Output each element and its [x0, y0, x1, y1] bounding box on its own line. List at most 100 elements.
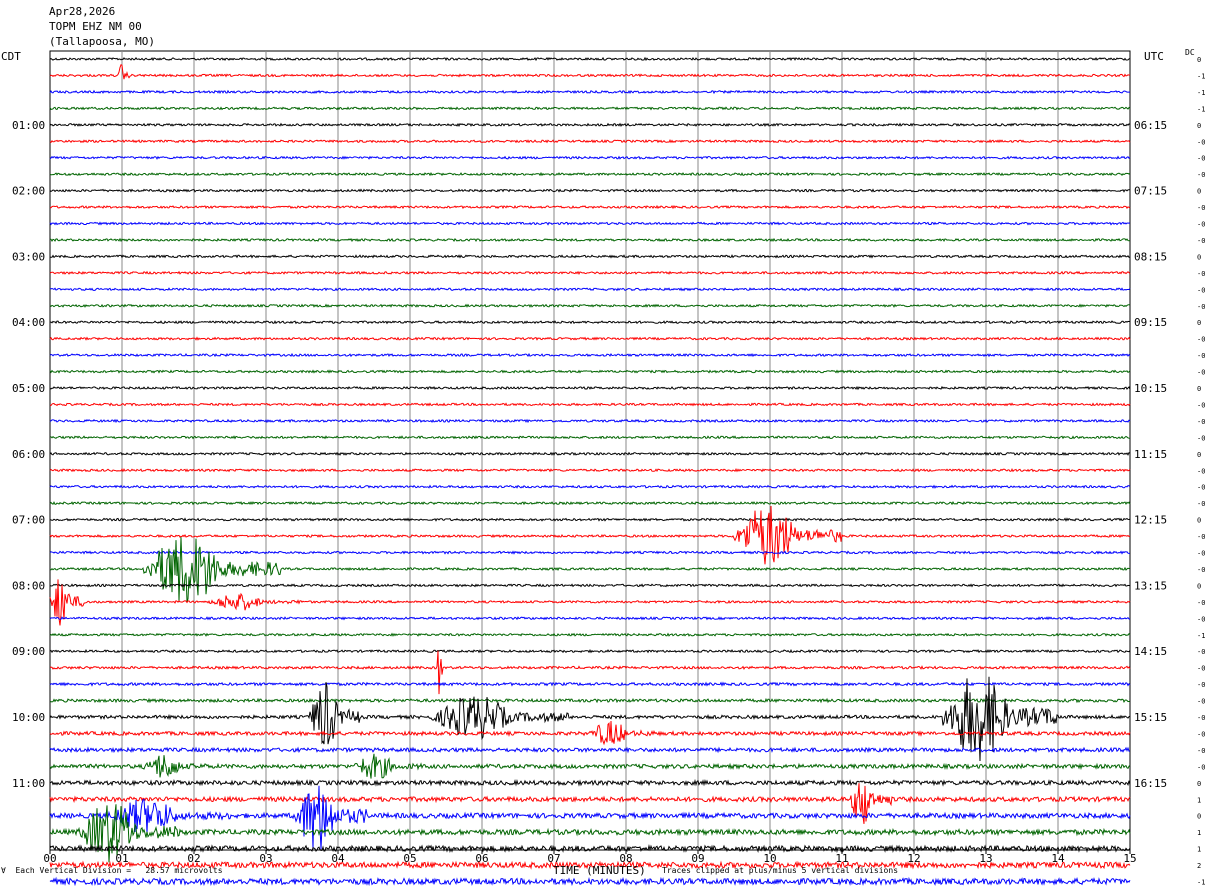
- cdt-time-label: 02:00: [12, 185, 45, 198]
- trace-line: [49, 204, 1131, 210]
- trace-line: [49, 648, 1131, 654]
- dc-offset-value: -0: [1197, 401, 1205, 409]
- dc-offset-value: -0: [1197, 566, 1205, 574]
- trace-line: [49, 237, 1131, 243]
- dc-offset-value: 1: [1197, 829, 1201, 837]
- utc-time-label: 14:15: [1134, 645, 1167, 658]
- trace-line: [49, 221, 1131, 226]
- x-tick-label: 04: [331, 852, 345, 865]
- helicorder-date: Apr28,2026: [49, 5, 116, 18]
- dc-offset-value: -0: [1197, 648, 1205, 656]
- dc-offset-value: -0: [1197, 533, 1205, 541]
- dc-offset-value: 0: [1197, 517, 1201, 525]
- x-tick-label: 03: [259, 852, 272, 865]
- dc-offset-value: -1: [1197, 632, 1205, 640]
- trace-line: [49, 418, 1131, 424]
- trace-line: [49, 616, 1131, 621]
- dc-offset-value: -0: [1197, 730, 1205, 738]
- trace-line: [49, 843, 1131, 854]
- cdt-time-label: 10:00: [12, 711, 45, 724]
- dc-offset-value: -0: [1197, 698, 1205, 706]
- station-code: TOPM EHZ NM 00: [49, 20, 142, 33]
- trace-line: [49, 155, 1131, 160]
- cdt-time-label: 06:00: [12, 448, 45, 461]
- utc-time-label: 15:15: [1134, 711, 1167, 724]
- trace-line: [49, 783, 1131, 824]
- x-tick-label: 01: [115, 852, 128, 865]
- dc-offset-value: -1: [1197, 89, 1205, 97]
- dc-offset-value: -0: [1197, 303, 1205, 311]
- dc-offset-value: -1: [1197, 72, 1205, 80]
- dc-offset-value: -0: [1197, 418, 1205, 426]
- trace-line: [49, 319, 1131, 325]
- x-tick-label: 12: [907, 852, 920, 865]
- trace-line: [49, 468, 1131, 473]
- x-tick-label: 02: [187, 852, 200, 865]
- x-axis-title: TIME (MINUTES): [553, 864, 646, 877]
- trace-line: [49, 876, 1131, 886]
- x-tick-label: 09: [691, 852, 704, 865]
- dc-offset-value: -0: [1197, 204, 1205, 212]
- trace-line: [49, 579, 1131, 626]
- trace-line: [49, 484, 1131, 489]
- trace-line: [49, 681, 1131, 687]
- utc-time-label: 08:15: [1134, 250, 1167, 263]
- dc-offset-value: 0: [1197, 385, 1201, 393]
- trace-line: [49, 753, 1131, 779]
- trace-line: [49, 676, 1131, 762]
- trace-line: [49, 778, 1131, 787]
- dc-offset-value: 0: [1197, 780, 1201, 788]
- trace-line: [49, 785, 1131, 850]
- trace-line: [49, 56, 1131, 62]
- dc-offset-value: -0: [1197, 484, 1205, 492]
- x-tick-label: 05: [403, 852, 416, 865]
- cdt-time-label: 01:00: [12, 119, 45, 132]
- utc-time-label: 11:15: [1134, 448, 1167, 461]
- dc-offset-value: -0: [1197, 336, 1205, 344]
- dc-offset-value: -0: [1197, 171, 1205, 179]
- dc-offset-value: -0: [1197, 714, 1205, 722]
- trace-line: [49, 106, 1131, 111]
- trace-line: [49, 451, 1131, 456]
- cdt-time-label: 03:00: [12, 250, 45, 263]
- dc-offset-value: -0: [1197, 500, 1205, 508]
- dc-offset-value: -0: [1197, 550, 1205, 558]
- dc-offset-value: 0: [1197, 813, 1201, 821]
- dc-offset-value: -0: [1197, 221, 1205, 229]
- utc-time-label: 06:15: [1134, 119, 1167, 132]
- cdt-time-label: 07:00: [12, 514, 45, 527]
- dc-offset-value: 0: [1197, 253, 1201, 261]
- utc-time-label: 09:15: [1134, 316, 1167, 329]
- utc-axis-label: UTC: [1144, 50, 1164, 63]
- dc-offset-value: -0: [1197, 665, 1205, 673]
- cdt-time-label: 04:00: [12, 316, 45, 329]
- dc-offset-value: -1: [1197, 879, 1205, 886]
- dc-offset-value: -0: [1197, 270, 1205, 278]
- trace-line: [49, 860, 1131, 870]
- x-tick-label: 06: [475, 852, 488, 865]
- cdt-time-label: 05:00: [12, 382, 45, 395]
- trace-line: [49, 650, 1131, 695]
- trace-line: [49, 435, 1131, 440]
- trace-line: [49, 517, 1131, 522]
- trace-line: [49, 505, 1131, 565]
- dc-offset-value: -0: [1197, 237, 1205, 245]
- trace-line: [49, 697, 1131, 704]
- trace-line: [49, 139, 1131, 144]
- dc-offset-value: 2: [1197, 862, 1201, 870]
- dc-offset-value: -0: [1197, 434, 1205, 442]
- trace-line: [49, 632, 1131, 637]
- vertical-division-note: ∀ Each Vertical Division = 28.57 microvo…: [1, 866, 223, 875]
- dc-offset-value: 0: [1197, 319, 1201, 327]
- dc-offset-value: -0: [1197, 599, 1205, 607]
- trace-line: [49, 188, 1130, 193]
- trace-line: [49, 171, 1131, 177]
- trace-line: [49, 89, 1130, 95]
- station-location: (Tallapoosa, MO): [49, 35, 155, 48]
- x-tick-label: 08: [619, 852, 632, 865]
- dc-offset-value: -0: [1197, 747, 1205, 755]
- trace-line: [49, 720, 1131, 746]
- dc-offset-value: 0: [1197, 56, 1201, 64]
- dc-offset-value: -0: [1197, 615, 1205, 623]
